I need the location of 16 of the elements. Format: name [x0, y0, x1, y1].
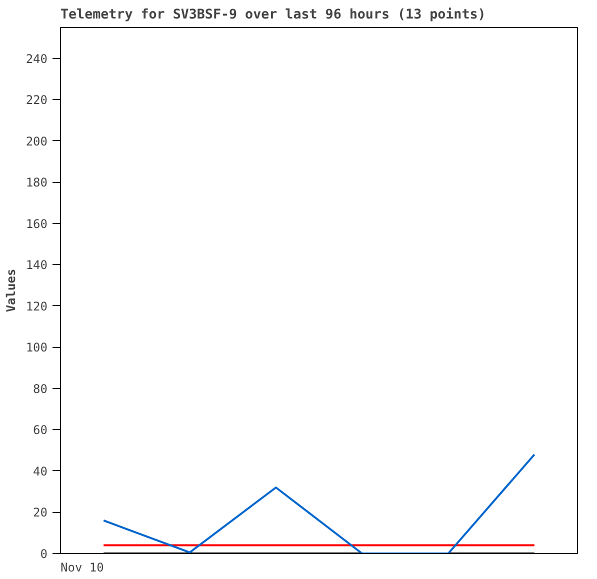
y-tick-label: 140 [26, 258, 48, 272]
y-tick-label: 80 [33, 382, 48, 396]
y-tick-label: 160 [26, 216, 48, 231]
y-tick-label: 0 [40, 547, 48, 561]
chart-title: Telemetry for SV3BSF-9 over last 96 hours (13 points) [60, 8, 486, 22]
y-tick-label: 220 [26, 93, 48, 108]
y-tick-label: 180 [26, 176, 48, 190]
y-tick-label: 120 [26, 299, 48, 314]
y-tick-label: 20 [33, 506, 48, 520]
y-tick-label: 100 [26, 340, 48, 355]
y-tick-label: 60 [33, 423, 48, 438]
y-tick-label: 40 [33, 464, 48, 478]
y-axis-title: Values [4, 268, 18, 312]
text: Nov 10 [60, 560, 104, 574]
y-tick-label: 200 [26, 134, 48, 148]
y-tick-label: 240 [26, 52, 48, 66]
